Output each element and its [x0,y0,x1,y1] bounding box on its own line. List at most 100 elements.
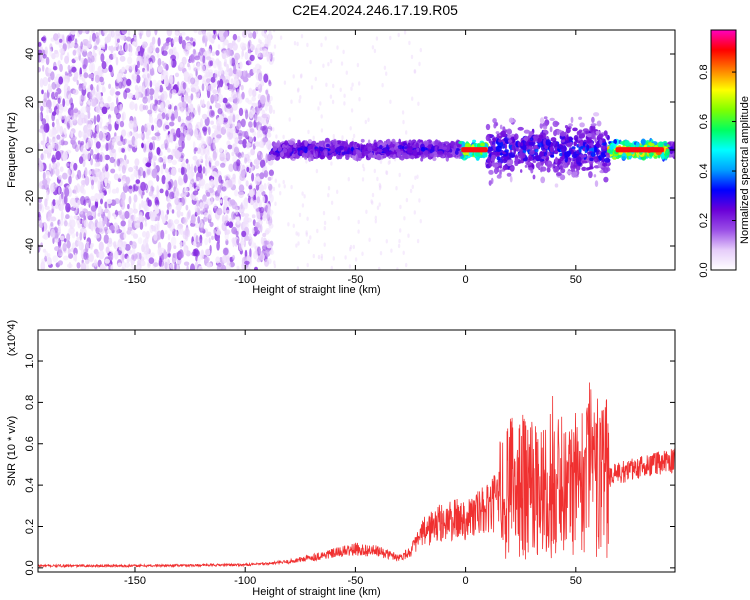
band-blob [589,125,594,133]
noise-blob [157,157,161,163]
band-blob [595,130,600,135]
noise-blob [296,88,300,93]
band-blob [591,143,594,148]
noise-blob [235,223,241,232]
noise-blob [227,49,232,56]
noise-blob [262,232,267,238]
noise-blob [250,148,256,156]
band-blob [472,139,477,143]
noise-blob [47,83,51,93]
noise-blob [54,246,60,252]
noise-blob [198,131,202,139]
noise-blob [371,192,375,198]
noise-blob [282,134,285,140]
noise-blob [339,87,342,93]
band-blob [513,133,519,140]
peak-streak [461,147,488,153]
noise-blob [306,216,309,221]
noise-blob [282,179,285,185]
noise-blob [238,190,244,199]
noise-blob [217,94,224,104]
noise-blob [38,214,42,221]
noise-blob [197,216,201,224]
band-blob [415,142,419,149]
noise-blob [206,31,212,41]
noise-blob [190,103,194,114]
band-blob [319,155,326,160]
band-blob [292,147,296,152]
noise-blob [84,196,90,201]
noise-blob [75,231,79,237]
colorbar-tick-label: 0.2 [698,213,710,228]
band-blob [360,144,365,150]
noise-blob [44,46,48,56]
noise-blob [254,141,261,147]
noise-blob [79,231,83,241]
noise-blob [205,56,212,61]
noise-blob [262,133,266,138]
band-blob [541,156,547,160]
noise-blob [120,34,125,41]
noise-blob [194,147,198,152]
noise-blob [52,142,55,149]
noise-blob [255,81,261,90]
band-blob [581,160,588,164]
noise-blob [204,237,209,246]
noise-blob [147,109,153,115]
noise-blob [90,84,94,91]
noise-blob [124,154,127,161]
noise-blob [96,84,100,92]
noise-blob [98,241,104,252]
noise-blob [305,232,308,237]
noise-blob [365,209,368,214]
noise-blob [268,52,272,60]
noise-blob [244,51,249,60]
band-blob [350,141,354,146]
noise-blob [395,186,398,191]
y-tick-label: 0 [24,147,36,153]
noise-blob [224,85,229,90]
noise-blob [42,64,45,72]
noise-blob [49,48,53,57]
band-blob [409,155,416,159]
noise-blob [141,125,145,134]
noise-blob [307,239,310,244]
noise-blob [200,47,205,53]
y-tick-label: 20 [24,96,36,108]
band-blob [552,140,558,148]
noise-blob [171,89,177,95]
noise-blob [86,120,93,130]
band-blob [345,154,350,157]
noise-blob [357,229,360,234]
noise-blob [151,136,157,141]
noise-blob [378,182,381,188]
noise-blob [81,117,87,124]
noise-blob [154,196,159,206]
noise-blob [41,89,44,95]
noise-blob [163,251,168,260]
noise-blob [171,102,174,112]
noise-blob [246,166,250,173]
noise-blob [314,76,317,82]
noise-blob [136,60,140,69]
noise-blob [121,66,126,73]
band-blob [564,155,569,163]
noise-blob [199,267,203,270]
noise-blob [178,139,182,147]
band-blob [492,144,496,150]
noise-blob [283,80,287,85]
noise-blob [329,94,333,99]
noise-blob [176,264,179,270]
band-blob [514,161,519,166]
noise-blob [38,162,44,173]
noise-blob [312,135,315,140]
noise-blob [89,252,94,263]
noise-blob [149,67,155,76]
band-blob [591,132,596,140]
noise-blob [190,93,194,101]
noise-blob [51,157,57,163]
noise-blob [68,175,72,185]
band-blob [353,149,356,156]
noise-blob [173,179,178,190]
noise-blob [217,87,222,96]
